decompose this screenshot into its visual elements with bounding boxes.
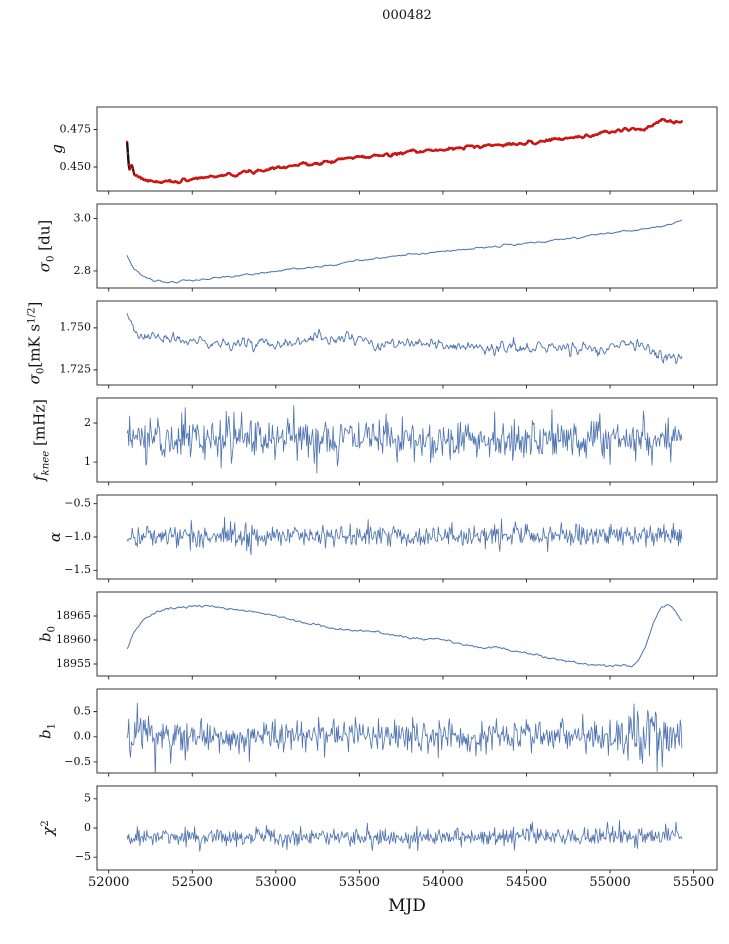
- ylabel-segment: g: [48, 144, 66, 154]
- ylabel-segment: 0: [35, 367, 47, 375]
- ylabel-segment: 1: [46, 722, 58, 730]
- x-axis-title: MJD: [388, 896, 426, 916]
- ylabel-g: g: [48, 144, 66, 154]
- ylabel-segment: χ: [39, 826, 57, 836]
- ylabel-segment: α: [46, 531, 64, 543]
- ylabel-alpha: α: [46, 532, 64, 542]
- ylabel-segment: [mHz]: [30, 398, 49, 451]
- ylabel-b0: b0: [37, 626, 58, 642]
- ylabel-segment: σ: [35, 261, 54, 273]
- ylabel-segment: knee: [40, 450, 52, 476]
- ylabel-sigma0_mK: σ0[mK s1/2]: [26, 302, 47, 385]
- ylabel-segment: 0: [46, 625, 58, 633]
- ylabel-segment: ]: [25, 301, 44, 308]
- ylabel-segment: [mK s: [25, 323, 44, 368]
- ylabel-segment: σ: [25, 374, 44, 385]
- ylabel-segment: b: [36, 632, 55, 643]
- ylabel-sigma0_du: σ0 [du]: [36, 220, 57, 272]
- ylabel-segment: f: [30, 475, 49, 482]
- ylabel-segment: 2: [39, 820, 51, 827]
- ylabel-segment: b: [36, 729, 55, 740]
- ylabel-segment: 0: [45, 255, 57, 262]
- ylabel-segment: 1/2: [26, 307, 38, 324]
- ylabel-b1: b1: [37, 723, 58, 739]
- ylabel-segment: [du]: [35, 219, 54, 256]
- ylabel-f_knee: fknee [mHz]: [31, 399, 52, 481]
- ylabel-chi2: χ2: [39, 820, 57, 836]
